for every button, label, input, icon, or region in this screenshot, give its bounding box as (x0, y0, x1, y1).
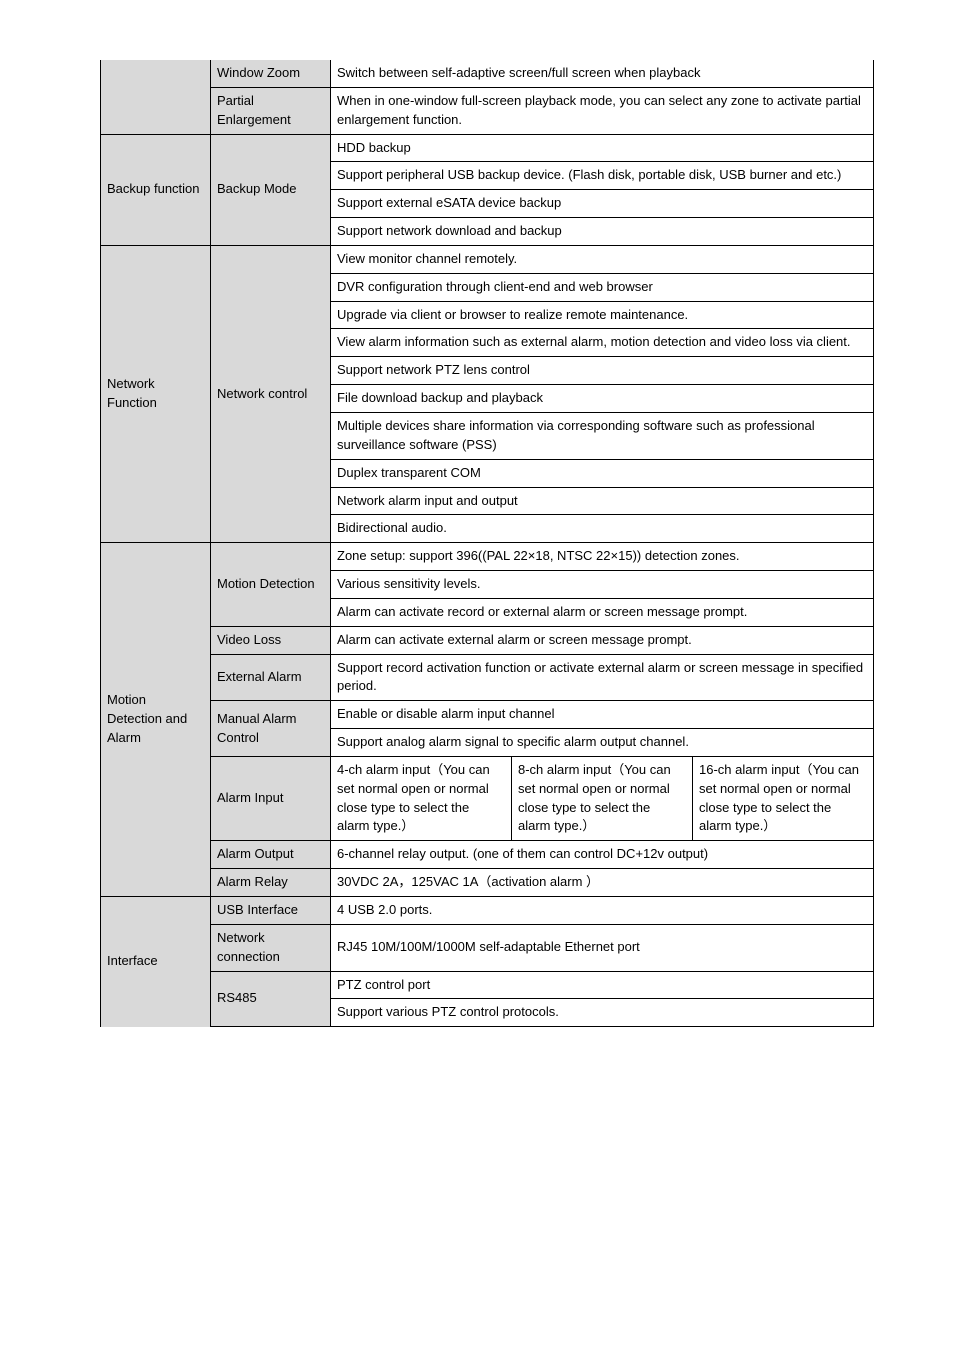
val-backup-2: Support peripheral USB backup device. (F… (331, 162, 874, 190)
val-motion-3: Alarm can activate record or external al… (331, 598, 874, 626)
val-external-alarm: Support record activation function or ac… (331, 654, 874, 701)
sub-motion-detection: Motion Detection (211, 543, 331, 627)
sub-window-zoom: Window Zoom (211, 60, 331, 87)
cat-continued (101, 60, 211, 134)
val-alarm-input-8ch: 8-ch alarm input（You can set normal open… (512, 756, 693, 840)
val-backup-3: Support external eSATA device backup (331, 190, 874, 218)
val-manual-1: Enable or disable alarm input channel (331, 701, 874, 729)
sub-alarm-output: Alarm Output (211, 841, 331, 869)
val-backup-4: Support network download and backup (331, 218, 874, 246)
val-alarm-input-16ch: 16-ch alarm input（You can set normal ope… (693, 756, 874, 840)
sub-usb: USB Interface (211, 897, 331, 925)
val-net-8: Duplex transparent COM (331, 459, 874, 487)
val-net-3: Upgrade via client or browser to realize… (331, 301, 874, 329)
val-net-6: File download backup and playback (331, 385, 874, 413)
val-net-5: Support network PTZ lens control (331, 357, 874, 385)
val-net-9: Network alarm input and output (331, 487, 874, 515)
sub-backup-mode: Backup Mode (211, 134, 331, 245)
val-motion-1: Zone setup: support 396((PAL 22×18, NTSC… (331, 543, 874, 571)
val-net-2: DVR configuration through client-end and… (331, 273, 874, 301)
val-video-loss: Alarm can activate external alarm or scr… (331, 626, 874, 654)
val-usb: 4 USB 2.0 ports. (331, 897, 874, 925)
sub-network-connection: Network connection (211, 924, 331, 971)
cat-network: Network Function (101, 245, 211, 542)
val-manual-2: Support analog alarm signal to specific … (331, 729, 874, 757)
sub-partial: Partial Enlargement (211, 87, 331, 134)
sub-video-loss: Video Loss (211, 626, 331, 654)
val-backup-1: HDD backup (331, 134, 874, 162)
val-net-1: View monitor channel remotely. (331, 245, 874, 273)
val-motion-2: Various sensitivity levels. (331, 571, 874, 599)
cat-backup: Backup function (101, 134, 211, 245)
val-net-4: View alarm information such as external … (331, 329, 874, 357)
sub-alarm-relay: Alarm Relay (211, 869, 331, 897)
val-rs485-2: Support various PTZ control protocols. (331, 999, 874, 1027)
val-net-10: Bidirectional audio. (331, 515, 874, 543)
cat-interface: Interface (101, 897, 211, 1027)
val-alarm-output: 6-channel relay output. (one of them can… (331, 841, 874, 869)
sub-network-control: Network control (211, 245, 331, 542)
sub-alarm-input: Alarm Input (211, 756, 331, 840)
val-network-connection: RJ45 10M/100M/1000M self-adaptable Ether… (331, 924, 874, 971)
spec-table: Window Zoom Switch between self-adaptive… (100, 60, 874, 1027)
val-partial: When in one-window full-screen playback … (331, 87, 874, 134)
val-alarm-input-4ch: 4-ch alarm input（You can set normal open… (331, 756, 512, 840)
sub-external-alarm: External Alarm (211, 654, 331, 701)
sub-manual-alarm: Manual Alarm Control (211, 701, 331, 757)
val-alarm-relay: 30VDC 2A，125VAC 1A（activation alarm ） (331, 869, 874, 897)
sub-rs485: RS485 (211, 971, 331, 1027)
val-net-7: Multiple devices share information via c… (331, 412, 874, 459)
cat-motion: Motion Detection and Alarm (101, 543, 211, 897)
val-rs485-1: PTZ control port (331, 971, 874, 999)
val-window-zoom: Switch between self-adaptive screen/full… (331, 60, 874, 87)
